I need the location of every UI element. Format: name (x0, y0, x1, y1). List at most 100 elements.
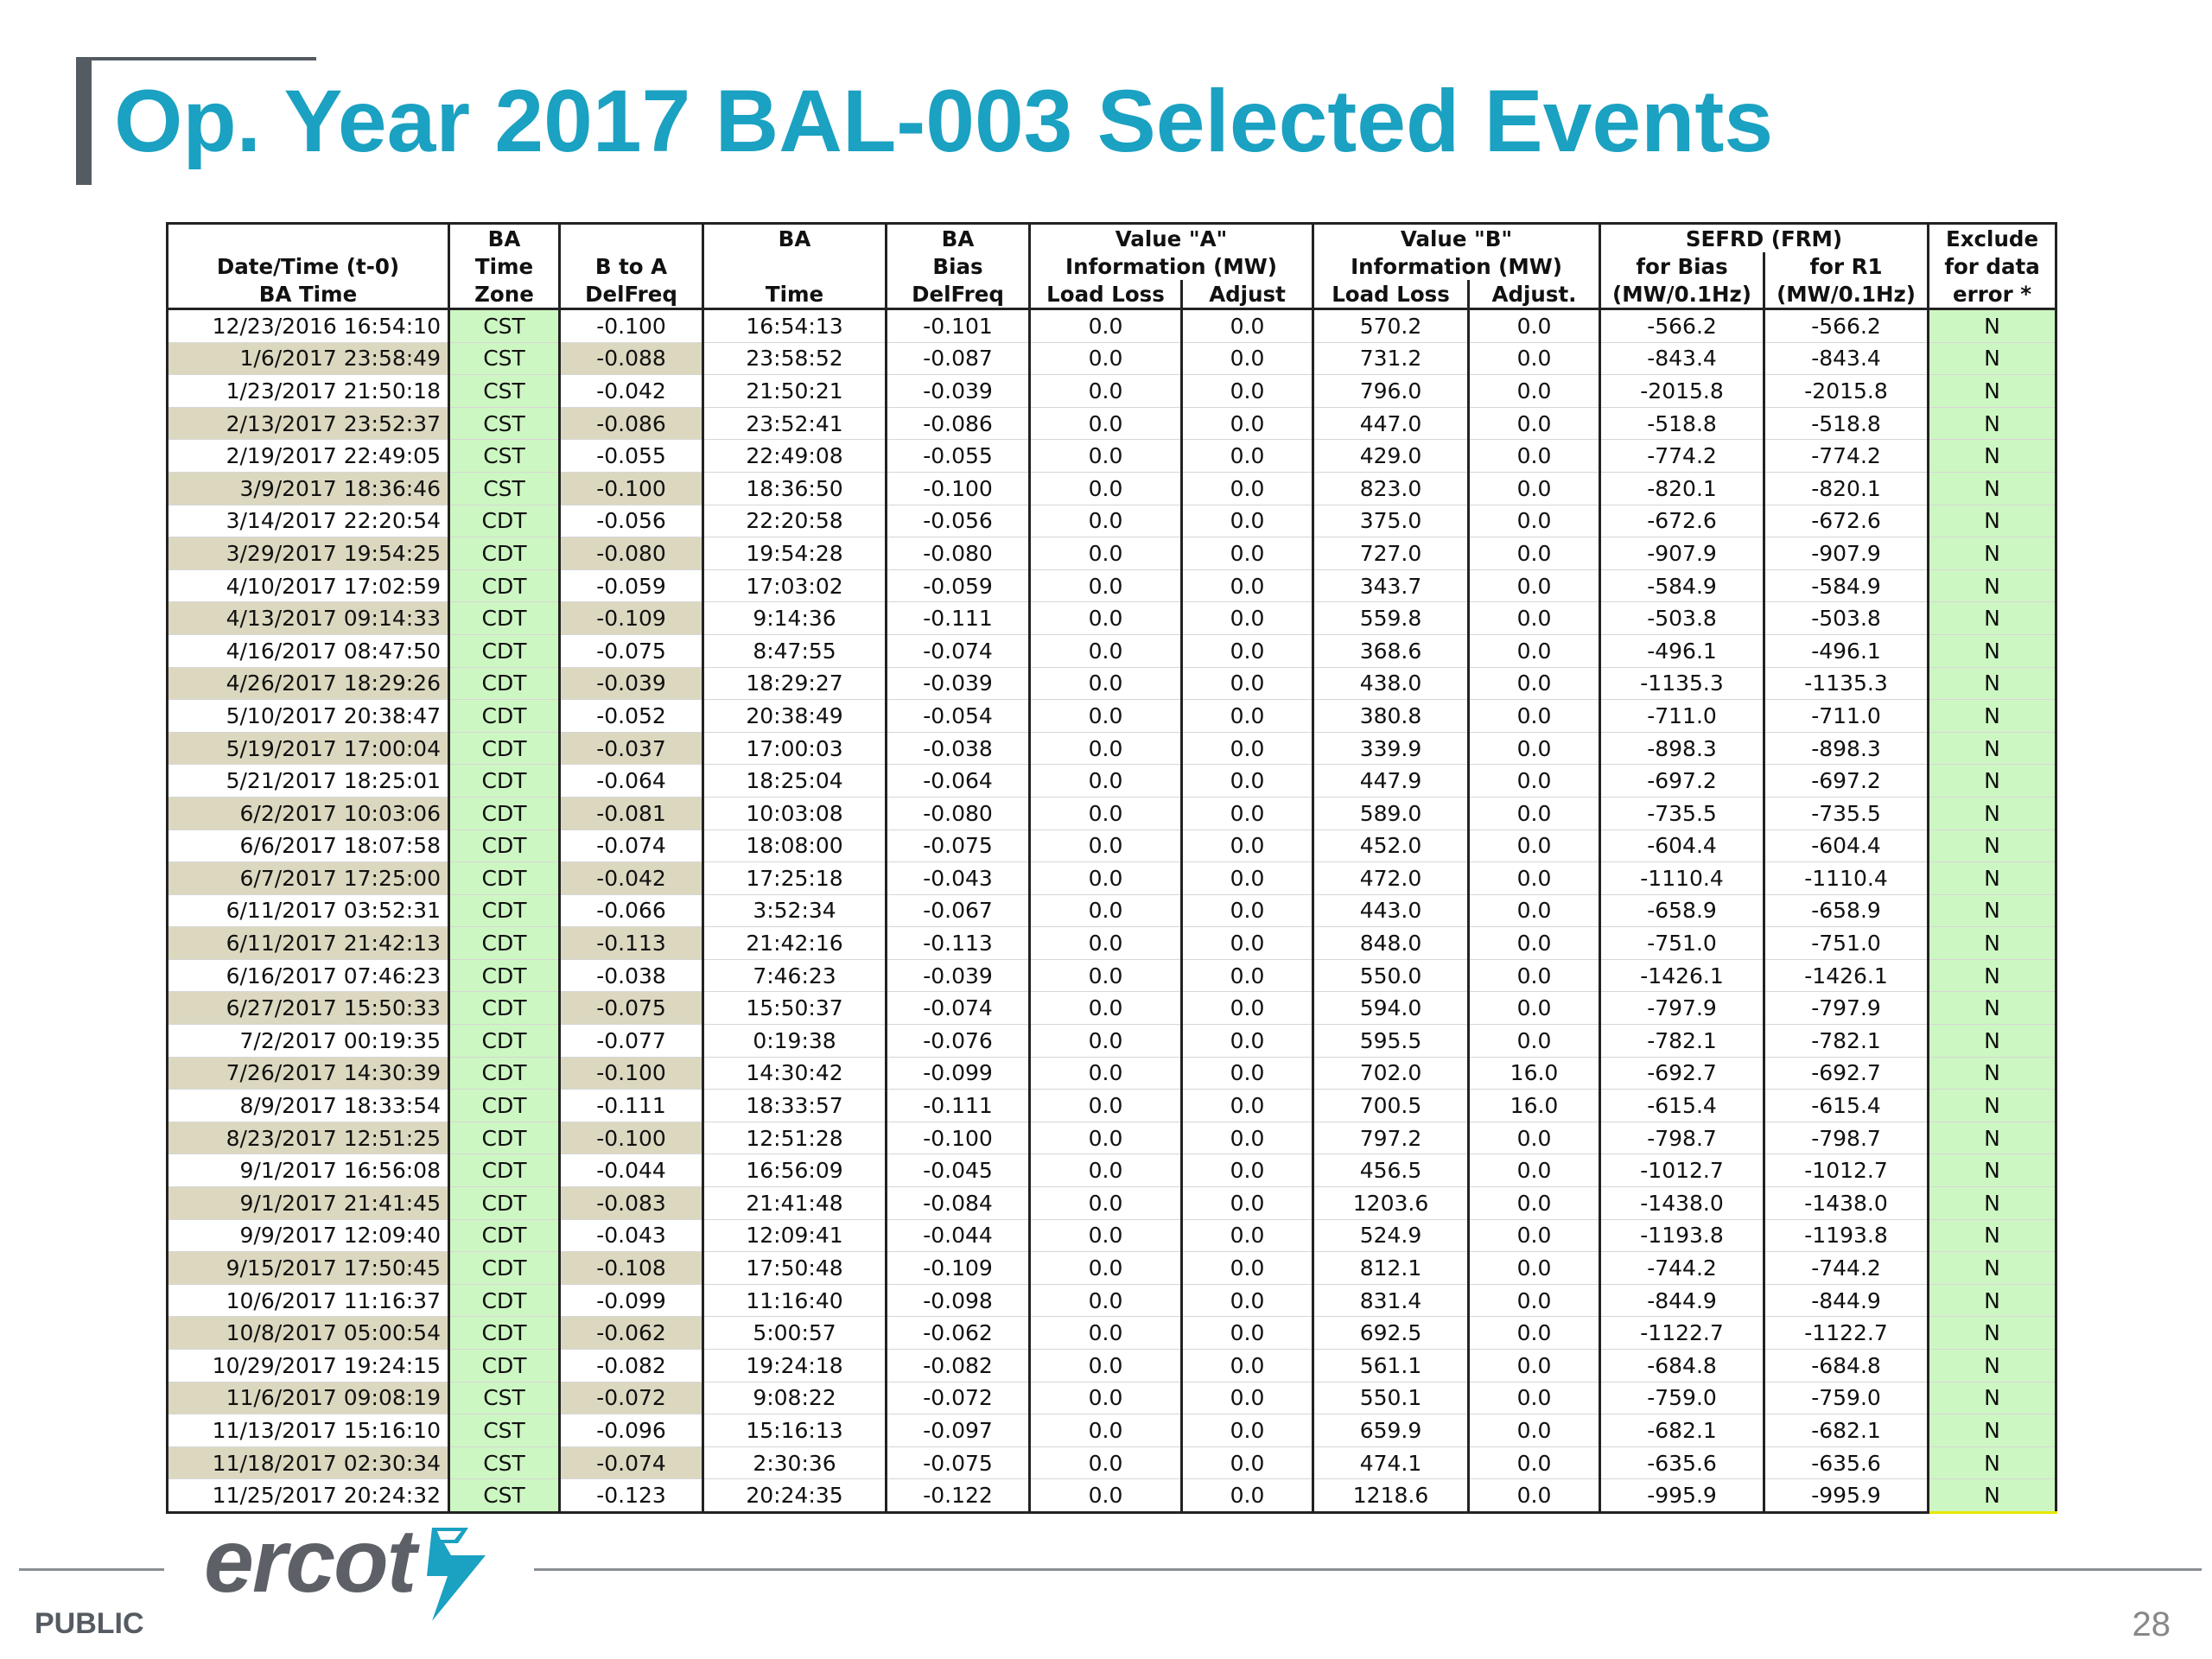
cell-ba-zone: CDT (448, 894, 561, 928)
cell-b-to-a-delfreq: -0.100 (558, 472, 704, 505)
cell-ba-time: 12:09:41 (702, 1219, 887, 1253)
cell-ba-zone: CDT (448, 1024, 561, 1058)
cell-value-b-loadloss: 429.0 (1312, 439, 1471, 473)
cell-ba-bias-delfreq: -0.055 (885, 439, 1031, 473)
cell-ba-time: 19:54:28 (702, 537, 887, 570)
cell-ba-time: 17:50:48 (702, 1251, 887, 1285)
cell-sefrd-r1: -615.4 (1763, 1089, 1930, 1122)
cell-ba-zone: CDT (448, 537, 561, 570)
cell-value-b-loadloss: 380.8 (1312, 699, 1471, 733)
cell-value-a-loadloss: 0.0 (1028, 1478, 1183, 1514)
table-row: 11/6/2017 09:08:19 CST -0.072 9:08:22 -0.072… (166, 1382, 2058, 1415)
table-row: 5/19/2017 17:00:04 CDT -0.037 17:00:03 -0.03… (166, 732, 2058, 766)
header-babias-1: BA (885, 222, 1031, 252)
cell-ba-bias-delfreq: -0.043 (885, 861, 1031, 895)
cell-value-a-loadloss: 0.0 (1028, 699, 1183, 733)
cell-ba-zone: CDT (448, 861, 561, 895)
cell-ba-time: 21:42:16 (702, 926, 887, 960)
cell-ba-zone: CDT (448, 959, 561, 993)
cell-datetime: 5/10/2017 20:38:47 (166, 699, 450, 733)
table-row: 6/6/2017 18:07:58 CDT -0.074 18:08:00 -0.075… (166, 830, 2058, 863)
header-dt-2: Date/Time (t-0) (166, 252, 450, 280)
cell-value-a-adjust: 0.0 (1179, 1414, 1315, 1447)
cell-ba-zone: CST (448, 374, 561, 408)
cell-exclude: N (1927, 1316, 2058, 1350)
cell-value-a-adjust: 0.0 (1179, 1349, 1315, 1382)
cell-b-to-a-delfreq: -0.080 (558, 537, 704, 570)
cell-value-b-loadloss: 474.1 (1312, 1446, 1471, 1480)
table-row: 9/1/2017 16:56:08 CDT -0.044 16:56:09 -0.045… (166, 1154, 2058, 1188)
cell-sefrd-r1: -1438.0 (1763, 1186, 1930, 1220)
cell-b-to-a-delfreq: -0.056 (558, 505, 704, 538)
cell-ba-bias-delfreq: -0.086 (885, 407, 1031, 441)
cell-value-a-loadloss: 0.0 (1028, 1024, 1183, 1058)
footer-divider-left (19, 1568, 164, 1571)
cell-value-a-loadloss: 0.0 (1028, 861, 1183, 895)
cell-value-a-adjust: 0.0 (1179, 861, 1315, 895)
cell-sefrd-bias: -1122.7 (1599, 1316, 1766, 1350)
table-row: 6/2/2017 10:03:06 CDT -0.081 10:03:08 -0.080… (166, 797, 2058, 830)
cell-ba-time: 15:50:37 (702, 991, 887, 1026)
cell-sefrd-bias: -584.9 (1599, 569, 1766, 603)
cell-b-to-a-delfreq: -0.100 (558, 308, 704, 343)
cell-value-b-loadloss: 368.6 (1312, 634, 1471, 668)
cell-exclude: N (1927, 732, 2058, 766)
cell-b-to-a-delfreq: -0.072 (558, 1382, 704, 1415)
cell-ba-time: 9:14:36 (702, 601, 887, 635)
cell-datetime: 11/6/2017 09:08:19 (166, 1382, 450, 1415)
cell-value-a-adjust: 0.0 (1179, 830, 1315, 863)
cell-b-to-a-delfreq: -0.042 (558, 861, 704, 895)
cell-value-a-loadloss: 0.0 (1028, 1414, 1183, 1447)
cell-b-to-a-delfreq: -0.064 (558, 764, 704, 798)
cell-datetime: 9/1/2017 16:56:08 (166, 1154, 450, 1188)
cell-ba-time: 23:52:41 (702, 407, 887, 441)
cell-value-b-loadloss: 595.5 (1312, 1024, 1471, 1058)
table-row: 9/15/2017 17:50:45 CDT -0.108 17:50:48 -0.10… (166, 1251, 2058, 1285)
cell-ba-zone: CST (448, 308, 561, 343)
header-value-b-adjust: Adjust. (1467, 280, 1602, 310)
header-row-3: BA Time Zone DelFreq Time DelFreq Load L… (166, 280, 2058, 310)
cell-b-to-a-delfreq: -0.108 (558, 1251, 704, 1285)
cell-ba-zone: CDT (448, 764, 561, 798)
cell-value-b-loadloss: 447.0 (1312, 407, 1471, 441)
cell-datetime: 8/9/2017 18:33:54 (166, 1089, 450, 1122)
cell-value-a-adjust: 0.0 (1179, 1122, 1315, 1155)
cell-value-a-loadloss: 0.0 (1028, 1154, 1183, 1188)
cell-value-a-adjust: 0.0 (1179, 407, 1315, 441)
cell-datetime: 4/16/2017 08:47:50 (166, 634, 450, 668)
cell-value-b-adjust: 0.0 (1467, 732, 1602, 766)
cell-exclude: N (1927, 374, 2058, 408)
cell-ba-bias-delfreq: -0.044 (885, 1219, 1031, 1253)
cell-datetime: 6/2/2017 10:03:06 (166, 797, 450, 830)
cell-value-b-adjust: 0.0 (1467, 407, 1602, 441)
cell-value-b-loadloss: 692.5 (1312, 1316, 1471, 1350)
cell-datetime: 1/6/2017 23:58:49 (166, 342, 450, 376)
cell-sefrd-r1: -844.9 (1763, 1284, 1930, 1318)
table-row: 1/6/2017 23:58:49 CST -0.088 23:58:52 -0.087… (166, 342, 2058, 376)
cell-ba-time: 14:30:42 (702, 1057, 887, 1090)
cell-value-b-loadloss: 812.1 (1312, 1251, 1471, 1285)
cell-datetime: 6/16/2017 07:46:23 (166, 959, 450, 993)
cell-value-b-adjust: 0.0 (1467, 764, 1602, 798)
cell-exclude: N (1927, 1414, 2058, 1447)
cell-sefrd-r1: -898.3 (1763, 732, 1930, 766)
cell-ba-bias-delfreq: -0.062 (885, 1316, 1031, 1350)
table-row: 2/19/2017 22:49:05 CST -0.055 22:49:08 -0.05… (166, 439, 2058, 473)
cell-ba-time: 9:08:22 (702, 1382, 887, 1415)
cell-b-to-a-delfreq: -0.100 (558, 1057, 704, 1090)
cell-value-b-adjust: 0.0 (1467, 1478, 1602, 1514)
cell-exclude: N (1927, 1024, 2058, 1058)
cell-sefrd-r1: -503.8 (1763, 601, 1930, 635)
cell-ba-bias-delfreq: -0.109 (885, 1251, 1031, 1285)
cell-sefrd-r1: -1135.3 (1763, 667, 1930, 701)
cell-datetime: 4/26/2017 18:29:26 (166, 667, 450, 701)
cell-value-b-loadloss: 339.9 (1312, 732, 1471, 766)
cell-sefrd-bias: -635.6 (1599, 1446, 1766, 1480)
cell-value-b-loadloss: 796.0 (1312, 374, 1471, 408)
cell-ba-time: 17:25:18 (702, 861, 887, 895)
cell-sefrd-bias: -898.3 (1599, 732, 1766, 766)
cell-ba-bias-delfreq: -0.122 (885, 1478, 1031, 1514)
ercot-lightning-mark-icon (427, 1528, 486, 1621)
table-row: 4/10/2017 17:02:59 CDT -0.059 17:03:02 -0.05… (166, 569, 2058, 603)
cell-ba-bias-delfreq: -0.045 (885, 1154, 1031, 1188)
